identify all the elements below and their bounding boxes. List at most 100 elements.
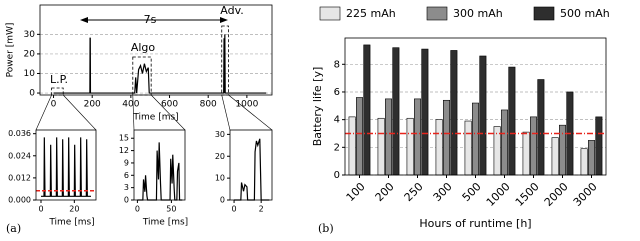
axes-frame [35, 129, 97, 201]
y-tick-label: 12 [119, 146, 129, 155]
x-tick-label: 250 [402, 180, 426, 204]
x-tick-label: 600 [161, 100, 178, 110]
x-axis-label: Time [ms] [48, 218, 94, 228]
y-tick-label: 4 [334, 115, 340, 126]
x-tick-label: 2 [259, 205, 264, 214]
axes-frame [39, 4, 273, 96]
y-tick-label: 20 [24, 49, 36, 59]
x-tick-label: 300 [431, 180, 455, 204]
bar [435, 119, 443, 176]
legend-label: 300 mAh [453, 7, 503, 20]
y-tick-label: 6 [334, 87, 340, 98]
bar [472, 102, 479, 176]
x-axis-label: Time [ms] [142, 218, 188, 228]
annotation: Algo [131, 41, 156, 54]
y-tick-label: 30 [24, 30, 36, 40]
y-tick-label: 0 [29, 89, 35, 99]
bar [348, 116, 356, 176]
zoom-box [132, 56, 152, 96]
legend-label: 225 mAh [346, 7, 396, 20]
x-tick-label: 50 [166, 205, 176, 214]
bar [377, 117, 385, 176]
power-trace [41, 137, 91, 197]
x-tick-label: 20 [69, 205, 79, 214]
panel-label: (b) [318, 222, 334, 235]
x-tick-label: 800 [200, 100, 217, 110]
annotation: Adv. [220, 4, 243, 17]
y-tick-label: 0 [124, 196, 129, 205]
bar [406, 117, 414, 176]
axes-frame [344, 37, 607, 176]
y-tick-label: 0 [220, 196, 225, 205]
y-tick-label: 10 [24, 69, 36, 79]
legend-label: 500 mAh [560, 7, 610, 20]
zoom-connector [228, 94, 273, 131]
x-tick-label: 2000 [542, 180, 571, 209]
power-trace [234, 138, 270, 201]
y-tick-label: 9 [124, 158, 129, 167]
bar [551, 137, 559, 176]
x-tick-label: 1000 [484, 180, 513, 209]
power-trace [137, 142, 183, 201]
zoom-connector [221, 94, 231, 131]
y-tick-label: 6 [124, 171, 129, 180]
y-tick-label: 3 [124, 183, 129, 192]
bar [508, 66, 516, 176]
bar [363, 44, 371, 176]
bar [559, 124, 566, 176]
y-tick-label: 15 [119, 134, 129, 143]
y-tick-label: 10 [215, 174, 225, 183]
bar [392, 47, 400, 176]
legend-swatch [319, 6, 341, 21]
zoom-connector [150, 94, 186, 131]
x-tick-label: 0 [232, 205, 237, 214]
x-axis-label: Hours of runtime [h] [419, 217, 531, 230]
y-tick-label: 0.024 [8, 151, 31, 160]
bar [421, 48, 429, 176]
annotation: L.P. [50, 73, 68, 86]
bar [522, 131, 530, 176]
x-tick-label: 500 [460, 180, 484, 204]
bar [443, 99, 450, 176]
x-tick-label: 200 [84, 100, 101, 110]
bar [385, 98, 392, 176]
x-tick-label: 0 [135, 205, 140, 214]
x-tick-label: 200 [373, 180, 397, 204]
x-tick-label: 1000 [235, 100, 258, 110]
zoom-connector [62, 94, 97, 131]
y-tick-label: 30 [215, 130, 225, 139]
y-tick-label: 0 [334, 170, 340, 181]
y-tick-label: 0.036 [8, 129, 31, 138]
zoom-box [51, 87, 64, 96]
y-tick-label: 8 [334, 59, 340, 70]
zoom-box [221, 25, 229, 96]
bar [588, 140, 595, 176]
bar [580, 148, 588, 176]
x-tick-label: 1500 [513, 180, 542, 209]
y-tick-label: 0.000 [8, 196, 31, 205]
x-tick-label: 3000 [571, 180, 600, 209]
x-tick-label: 0 [38, 205, 43, 214]
y-tick-label: 0.012 [8, 173, 31, 182]
legend-swatch [426, 6, 448, 21]
legend-swatch [533, 6, 555, 21]
bar [537, 79, 545, 176]
bar [479, 55, 487, 176]
x-tick-label: 100 [344, 180, 368, 204]
bar [464, 120, 472, 176]
bar [595, 116, 603, 176]
zoom-connector [35, 94, 52, 131]
y-axis-label: Power [mW] [6, 23, 16, 78]
x-tick-label: 400 [122, 100, 139, 110]
bar [356, 97, 363, 176]
panel-label: (a) [6, 222, 21, 235]
y-axis-label: Battery life [y] [311, 67, 324, 147]
y-tick-label: 20 [215, 152, 225, 161]
bar [450, 50, 458, 176]
bar [501, 109, 508, 176]
bar [414, 98, 421, 176]
x-tick-label: 0 [51, 100, 57, 110]
bar [530, 116, 537, 176]
x-axis-label: Time [ms] [132, 113, 178, 123]
zoom-connector [132, 94, 135, 131]
